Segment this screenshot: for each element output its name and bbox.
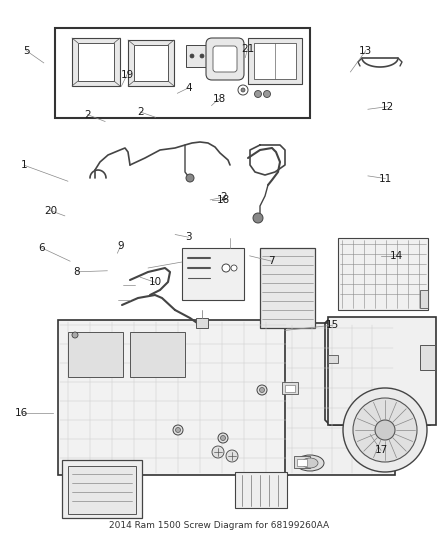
- Text: 2: 2: [84, 110, 91, 119]
- Circle shape: [353, 398, 417, 462]
- Bar: [128, 40, 174, 86]
- Bar: [68, 466, 136, 514]
- Circle shape: [222, 264, 230, 272]
- Text: 20: 20: [44, 206, 57, 215]
- Bar: [55, 28, 310, 118]
- FancyBboxPatch shape: [213, 46, 237, 72]
- Text: 2: 2: [220, 192, 227, 202]
- Bar: [235, 472, 287, 508]
- Bar: [420, 290, 428, 308]
- Bar: [130, 332, 185, 377]
- Bar: [420, 345, 435, 370]
- Text: 2: 2: [137, 107, 144, 117]
- Text: 19: 19: [120, 70, 134, 79]
- Bar: [58, 320, 288, 475]
- Bar: [196, 318, 208, 328]
- Bar: [78, 43, 114, 81]
- Bar: [186, 45, 208, 67]
- Text: 17: 17: [374, 446, 388, 455]
- Text: 18: 18: [212, 94, 226, 103]
- Circle shape: [253, 213, 263, 223]
- Circle shape: [375, 420, 395, 440]
- Bar: [260, 248, 315, 328]
- Circle shape: [254, 91, 261, 98]
- Bar: [62, 460, 142, 518]
- Bar: [285, 385, 295, 392]
- Text: 16: 16: [15, 408, 28, 418]
- Text: 2014 Ram 1500 Screw Diagram for 68199260AA: 2014 Ram 1500 Screw Diagram for 68199260…: [109, 521, 329, 530]
- Bar: [182, 248, 244, 300]
- Circle shape: [200, 54, 204, 58]
- Bar: [328, 317, 436, 425]
- Text: 7: 7: [268, 256, 275, 266]
- Circle shape: [259, 387, 265, 392]
- Text: 18: 18: [217, 195, 230, 205]
- Bar: [328, 355, 338, 363]
- Text: 13: 13: [359, 46, 372, 55]
- Bar: [282, 382, 298, 394]
- Bar: [254, 43, 296, 79]
- Circle shape: [231, 265, 237, 271]
- Circle shape: [218, 433, 228, 443]
- Circle shape: [220, 435, 226, 440]
- Text: 10: 10: [149, 278, 162, 287]
- Text: 11: 11: [379, 174, 392, 183]
- Bar: [285, 323, 395, 475]
- Ellipse shape: [296, 455, 324, 471]
- Circle shape: [226, 450, 238, 462]
- Text: 9: 9: [117, 241, 124, 251]
- Text: 14: 14: [390, 251, 403, 261]
- Bar: [248, 38, 302, 84]
- Ellipse shape: [302, 458, 318, 468]
- Bar: [68, 332, 123, 377]
- Circle shape: [176, 427, 180, 432]
- Circle shape: [257, 385, 267, 395]
- Bar: [294, 456, 310, 468]
- Circle shape: [186, 174, 194, 182]
- Text: 21: 21: [241, 44, 254, 54]
- Text: 6: 6: [38, 243, 45, 253]
- Text: 4: 4: [185, 83, 192, 93]
- Circle shape: [72, 332, 78, 338]
- Bar: [134, 45, 168, 81]
- Bar: [297, 459, 307, 466]
- Circle shape: [343, 388, 427, 472]
- Text: 1: 1: [21, 160, 28, 170]
- Text: 5: 5: [23, 46, 30, 55]
- Bar: [72, 38, 120, 86]
- Circle shape: [190, 54, 194, 58]
- Circle shape: [212, 446, 224, 458]
- Text: 12: 12: [381, 102, 394, 111]
- Circle shape: [238, 85, 248, 95]
- Text: 15: 15: [326, 320, 339, 330]
- Bar: [338, 238, 428, 310]
- Circle shape: [264, 91, 271, 98]
- Text: 3: 3: [185, 232, 192, 242]
- Text: 8: 8: [73, 267, 80, 277]
- Circle shape: [241, 88, 245, 92]
- FancyBboxPatch shape: [206, 38, 244, 80]
- Circle shape: [173, 425, 183, 435]
